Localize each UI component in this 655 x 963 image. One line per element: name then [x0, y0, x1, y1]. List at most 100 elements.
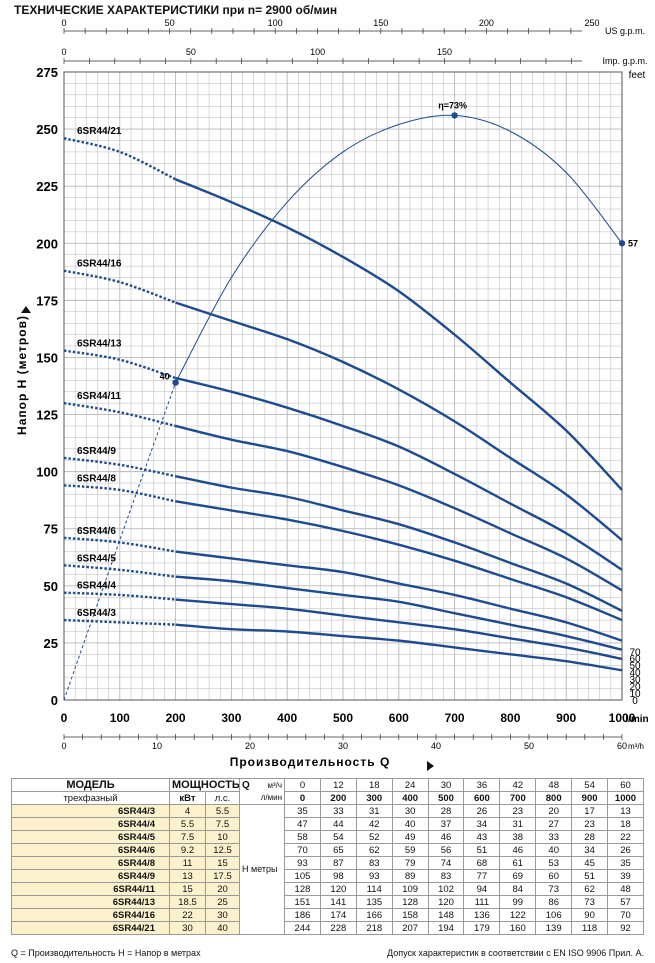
h-value-cell: 228 — [319, 921, 357, 935]
h-value-cell: 122 — [499, 908, 537, 922]
model-cell: 6SR44/5 — [11, 830, 170, 844]
h-value-cell: 158 — [391, 908, 429, 922]
h-value-cell: 38 — [499, 830, 537, 844]
feet-tick-label: 0 — [632, 696, 638, 707]
kw-cell: 22 — [169, 908, 206, 922]
h-value-cell: 179 — [463, 921, 501, 935]
kw-cell: 18.5 — [169, 895, 206, 909]
m3h-tick-label: 10 — [152, 741, 162, 751]
h-value-cell: 47 — [284, 817, 321, 831]
table-row: 6SR44/8 11 15 93 87 83 79 74 68 61 53 45 35 — [11, 856, 644, 870]
h-value-cell: 20 — [535, 804, 573, 818]
h-value-cell: 70 — [607, 908, 644, 922]
model-cell: 6SR44/9 — [11, 869, 170, 883]
h-value-cell: 28 — [427, 804, 465, 818]
series-label: 6SR44/21 — [77, 126, 122, 137]
hp-cell: 40 — [204, 921, 241, 935]
series-label: 6SR44/13 — [77, 339, 122, 350]
h-value-cell: 31 — [355, 804, 393, 818]
q-lmin-value: 900 — [571, 791, 609, 805]
feet-tick-label: 60 — [629, 654, 641, 665]
curve-dotted-6SR44/5 — [63, 564, 176, 578]
q-lmin-value: 600 — [463, 791, 501, 805]
table-row: 6SR44/16 22 30 186 174 166 158 148 136 122 106 90 70 — [11, 908, 644, 922]
y-tick-label: 125 — [36, 408, 58, 423]
hp-cell: 5.5 — [204, 804, 241, 818]
y-tick-label: 200 — [36, 236, 58, 251]
us-gpm-tick-label: 200 — [479, 18, 494, 28]
kw-cell: 11 — [169, 856, 206, 870]
x-tick-label: 400 — [277, 711, 297, 725]
q-lmin-value: 200 — [319, 791, 357, 805]
q-lmin-value: 700 — [499, 791, 537, 805]
curve-dotted-6SR44/4 — [63, 591, 176, 601]
h-value-cell: 62 — [355, 843, 393, 857]
y-tick-label: 250 — [36, 122, 58, 137]
imp-gpm-tick-label: 50 — [186, 47, 196, 57]
q-m3h-value: 48 — [535, 778, 573, 792]
y-tick-label: 150 — [36, 350, 58, 365]
h-value-cell: 86 — [535, 895, 573, 909]
h-value-cell: 84 — [499, 882, 537, 896]
h-value-cell: 28 — [571, 830, 609, 844]
chart-grid — [63, 71, 623, 701]
h-value-cell: 218 — [355, 921, 393, 935]
h-value-cell: 43 — [463, 830, 501, 844]
hp-cell: 30 — [204, 908, 241, 922]
h-value-cell: 93 — [284, 856, 321, 870]
us-gpm-tick-label: 100 — [268, 18, 283, 28]
h-value-cell: 34 — [571, 843, 609, 857]
m3h-unit: м³/ч — [267, 780, 283, 790]
x-axis-arrow-icon — [427, 761, 434, 771]
series-label: 6SR44/9 — [77, 446, 116, 457]
h-value-cell: 128 — [284, 882, 321, 896]
us-gpm-tick-label: 250 — [584, 18, 599, 28]
h-value-cell: 89 — [391, 869, 429, 883]
h-value-cell: 83 — [355, 856, 393, 870]
h-value-cell: 174 — [319, 908, 357, 922]
h-value-cell: 139 — [535, 921, 573, 935]
h-value-cell: 118 — [571, 921, 609, 935]
y-tick-label: 25 — [44, 636, 58, 651]
h-value-cell: 92 — [607, 921, 644, 935]
chart-labels: 6SR44/3 6SR44/4 6SR44/5 6SR44/6 6SR44/8 6SR44… — [77, 100, 638, 619]
efficiency-curve — [175, 114, 623, 383]
h-value-cell: 120 — [319, 882, 357, 896]
hp-cell: 7.5 — [204, 817, 241, 831]
model-cell: 6SR44/4 — [11, 817, 170, 831]
h-value-cell: 42 — [355, 817, 393, 831]
q-m3h-value: 18 — [355, 778, 393, 792]
curve-6SR44/21 — [175, 178, 623, 491]
h-value-cell: 40 — [535, 843, 573, 857]
h-value-cell: 18 — [607, 817, 644, 831]
kw-cell: 4 — [169, 804, 206, 818]
feet-tick-label: 10 — [629, 689, 641, 700]
q-m3h-value: 12 — [319, 778, 357, 792]
curve-6SR44/13 — [175, 376, 623, 571]
curve-6SR44/6 — [175, 550, 623, 642]
h-value-cell: 160 — [499, 921, 537, 935]
h-value-cell: 33 — [535, 830, 573, 844]
series-label: 6SR44/5 — [77, 553, 116, 564]
x-tick-label: 300 — [221, 711, 241, 725]
h-value-cell: 62 — [571, 882, 609, 896]
h-value-cell: 77 — [463, 869, 501, 883]
h-value-cell: 49 — [391, 830, 429, 844]
h-value-cell: 83 — [427, 869, 465, 883]
q-m3h-value: 42 — [499, 778, 537, 792]
kw-cell: 5.5 — [169, 817, 206, 831]
x-unit-label: l/min — [625, 714, 648, 725]
h-value-cell: 135 — [355, 895, 393, 909]
model-cell: 6SR44/3 — [11, 804, 170, 818]
plot-frame — [63, 71, 623, 701]
q-lmin-value: 400 — [391, 791, 429, 805]
q-m3h-value: 30 — [427, 778, 465, 792]
kw-cell: 7.5 — [169, 830, 206, 844]
m3h-unit-label: m³/h — [628, 742, 644, 751]
q-lmin-value: 0 — [284, 791, 321, 805]
hp-cell: 10 — [204, 830, 241, 844]
q-lmin-value: 500 — [427, 791, 465, 805]
